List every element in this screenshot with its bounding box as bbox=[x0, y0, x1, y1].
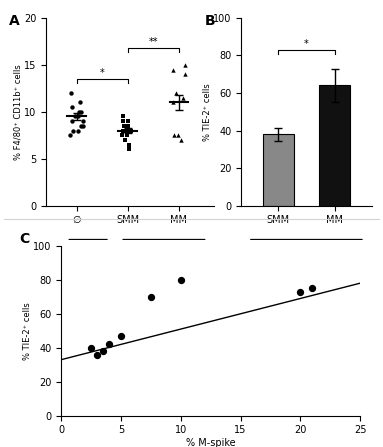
Text: WT: WT bbox=[80, 247, 96, 257]
Text: *: * bbox=[100, 68, 105, 78]
Point bbox=[120, 127, 126, 134]
Bar bbox=[262, 134, 294, 206]
Point bbox=[76, 108, 82, 115]
Point bbox=[126, 146, 132, 153]
Point bbox=[100, 348, 106, 355]
Point bbox=[119, 131, 125, 139]
Text: **: ** bbox=[149, 37, 158, 47]
Point bbox=[170, 99, 177, 106]
Point bbox=[125, 122, 131, 130]
Point bbox=[170, 66, 176, 73]
Text: C: C bbox=[20, 232, 30, 246]
Point bbox=[68, 89, 74, 97]
Point bbox=[80, 122, 86, 130]
Point bbox=[77, 99, 83, 106]
Point bbox=[171, 131, 177, 139]
Point bbox=[120, 113, 126, 120]
Point bbox=[148, 293, 154, 300]
Y-axis label: % F4/80⁺ CD11b⁺ cells: % F4/80⁺ CD11b⁺ cells bbox=[13, 64, 23, 160]
Point bbox=[70, 127, 76, 134]
Point bbox=[69, 118, 75, 125]
Point bbox=[126, 141, 132, 148]
Point bbox=[124, 131, 130, 139]
Point bbox=[122, 136, 128, 143]
Point bbox=[118, 332, 124, 339]
Point bbox=[309, 285, 315, 292]
Point bbox=[67, 131, 73, 139]
Point bbox=[122, 127, 128, 134]
Text: Vk*MYC: Vk*MYC bbox=[288, 247, 325, 257]
Point bbox=[125, 118, 131, 125]
Point bbox=[80, 118, 86, 125]
Text: *: * bbox=[304, 39, 309, 49]
Point bbox=[297, 288, 303, 295]
Point bbox=[78, 108, 84, 115]
Point bbox=[121, 122, 127, 130]
Point bbox=[175, 131, 181, 139]
Point bbox=[128, 127, 134, 134]
Point bbox=[173, 89, 179, 97]
Point bbox=[122, 136, 128, 143]
Point bbox=[72, 113, 78, 120]
Point bbox=[69, 103, 75, 110]
Point bbox=[123, 122, 129, 130]
Point bbox=[182, 61, 188, 68]
Point bbox=[94, 351, 100, 358]
Point bbox=[120, 127, 126, 134]
Point bbox=[106, 341, 112, 348]
Point bbox=[180, 94, 186, 101]
X-axis label: % M-spike: % M-spike bbox=[186, 438, 236, 447]
Text: A: A bbox=[9, 14, 20, 28]
Point bbox=[75, 113, 81, 120]
Text: B: B bbox=[205, 14, 216, 28]
Text: Vk*MYC: Vk*MYC bbox=[145, 247, 183, 257]
Point bbox=[182, 71, 188, 78]
Point bbox=[124, 131, 130, 139]
Point bbox=[178, 276, 184, 283]
Bar bbox=[319, 85, 350, 206]
Point bbox=[75, 127, 81, 134]
Point bbox=[120, 118, 126, 125]
Point bbox=[79, 122, 85, 130]
Point bbox=[178, 136, 184, 143]
Point bbox=[88, 344, 94, 351]
Y-axis label: % TIE-2⁺ cells: % TIE-2⁺ cells bbox=[23, 302, 32, 360]
Y-axis label: % TIE-2⁺ cells: % TIE-2⁺ cells bbox=[203, 83, 212, 141]
Point bbox=[126, 127, 132, 134]
